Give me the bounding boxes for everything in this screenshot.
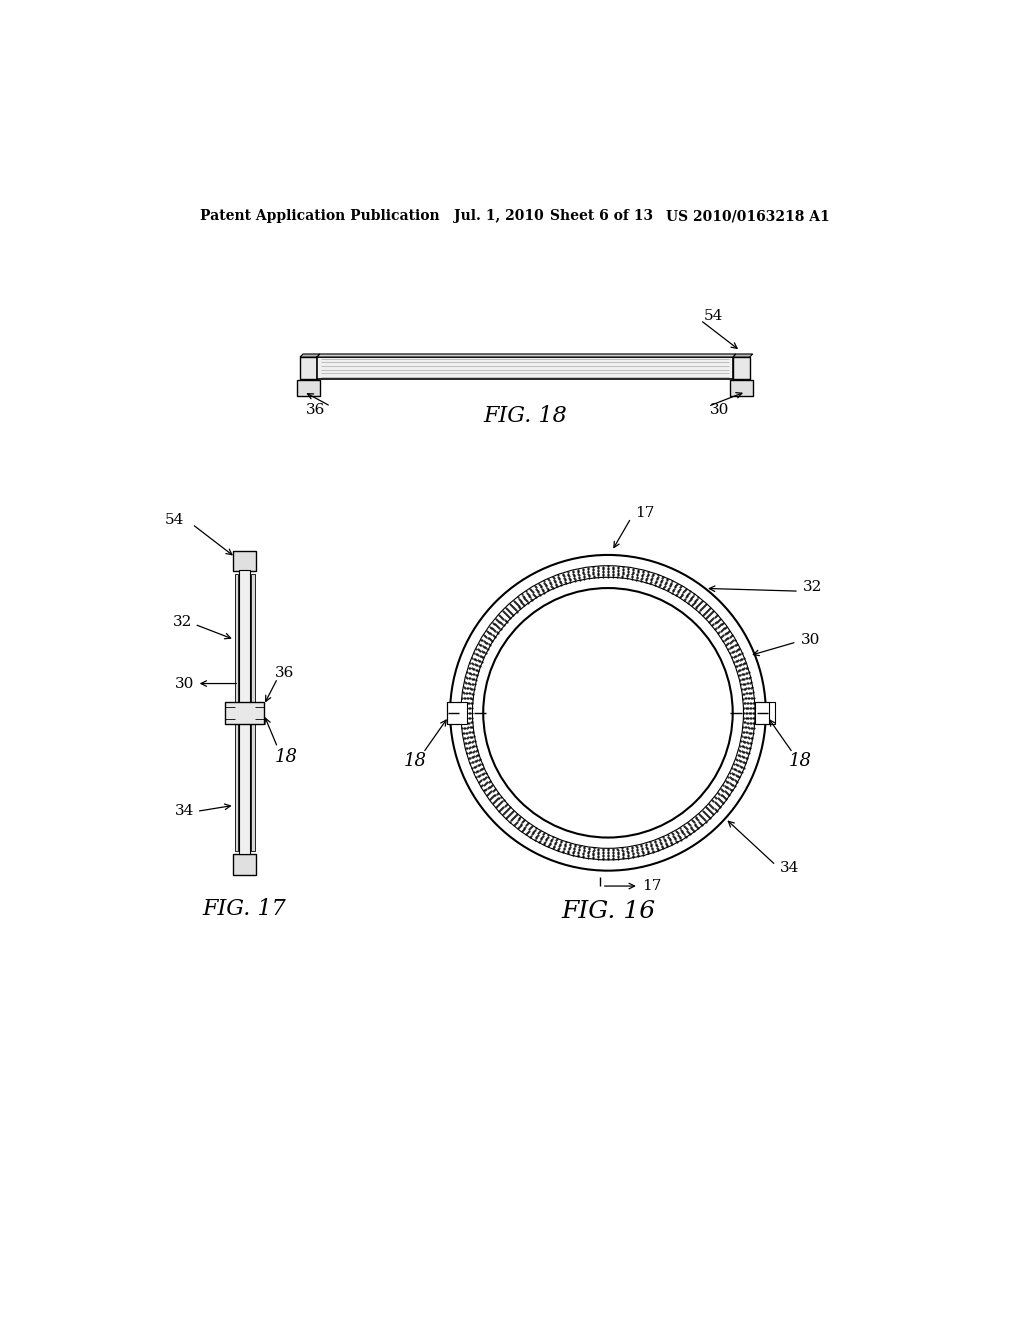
Text: 54: 54	[165, 513, 184, 527]
Text: 18: 18	[274, 748, 298, 767]
Bar	[297, 380, 319, 396]
Text: 32: 32	[803, 581, 822, 594]
Bar	[733, 358, 750, 379]
Text: 30: 30	[175, 677, 195, 690]
Bar	[234, 574, 239, 850]
Text: FIG. 16: FIG. 16	[561, 900, 655, 923]
Polygon shape	[300, 354, 319, 358]
Text: Patent Application Publication: Patent Application Publication	[200, 209, 439, 223]
Text: 54: 54	[705, 309, 724, 323]
Text: FIG. 18: FIG. 18	[483, 405, 566, 428]
Text: 34: 34	[779, 862, 799, 875]
Text: 34: 34	[175, 804, 195, 818]
Text: 36: 36	[306, 403, 326, 417]
Text: 32: 32	[173, 615, 193, 628]
Text: Jul. 1, 2010: Jul. 1, 2010	[454, 209, 544, 223]
Bar	[225, 702, 264, 723]
Bar	[233, 552, 256, 572]
Bar	[447, 702, 467, 723]
Bar	[730, 380, 753, 396]
Bar	[240, 570, 250, 854]
Text: 30: 30	[801, 632, 820, 647]
Bar	[300, 358, 316, 379]
Text: 36: 36	[274, 665, 294, 680]
Text: 18: 18	[788, 751, 812, 770]
Bar	[316, 358, 733, 379]
Bar	[755, 702, 775, 723]
Text: 30: 30	[711, 403, 730, 417]
Polygon shape	[316, 354, 736, 358]
Text: FIG. 17: FIG. 17	[203, 898, 287, 920]
Polygon shape	[733, 354, 753, 358]
Text: 18: 18	[403, 751, 427, 770]
Text: 17: 17	[642, 879, 662, 894]
Text: 17: 17	[635, 506, 654, 520]
Bar	[233, 854, 256, 875]
Bar	[251, 574, 255, 850]
Text: US 2010/0163218 A1: US 2010/0163218 A1	[666, 209, 829, 223]
Text: Sheet 6 of 13: Sheet 6 of 13	[550, 209, 653, 223]
